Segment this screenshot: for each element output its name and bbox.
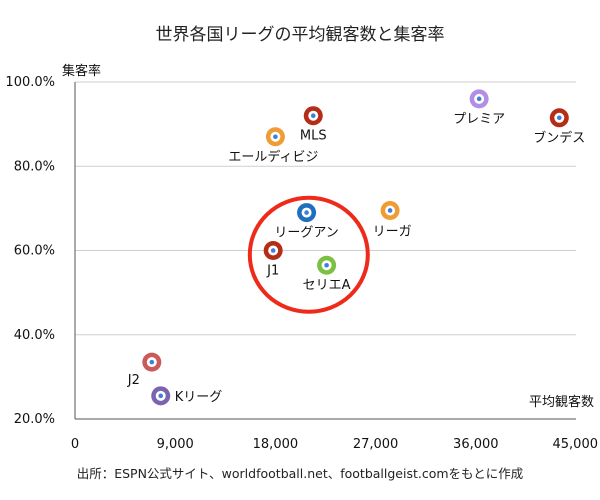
x-tick-label: 9,000 [157,437,194,452]
data-point: Kリーグ [151,386,223,406]
point-marker-center [149,359,155,365]
y-tick-label: 20.0% [14,412,55,427]
point-marker-center [476,96,482,102]
point-label: J2 [127,373,140,388]
x-tick-label: 45,000 [553,437,599,452]
grid [74,81,576,420]
data-point: J1 [263,241,283,279]
chart-title: 世界各国リーグの平均観客数と集客率 [156,25,445,45]
data-point: MLS [300,106,327,144]
point-marker-center [304,210,309,215]
y-axis-label: 集客率 [62,63,101,79]
data-point: J2 [127,352,162,388]
highlight-layer [247,195,370,314]
y-tick-label: 40.0% [14,328,55,343]
data-point: エールディビジ [228,127,318,165]
y-tick-label: 60.0% [14,244,55,259]
x-tick-label: 18,000 [253,437,299,452]
point-marker-center [270,248,276,253]
point-marker-center [158,393,164,399]
point-label: MLS [300,129,327,144]
data-point: セリエA [303,255,351,293]
point-label: セリエA [303,278,351,293]
x-axis-label: 平均観客数 [529,394,594,410]
x-tick-label: 36,000 [453,437,499,452]
y-tick-label: 100.0% [5,75,55,90]
data-point: リーガ [373,200,412,239]
point-marker-center [273,134,278,140]
x-ticks: 0 9,000 18,000 27,000 36,000 45,000 [71,437,598,452]
x-tick-label: 27,000 [353,437,399,452]
point-marker-center [310,113,316,118]
point-label: ブンデス [533,130,585,146]
data-point: ブンデス [533,108,585,146]
point-marker-center [324,262,329,268]
y-tick-label: 80.0% [14,159,55,174]
source-note: 出所：ESPN公式サイト、worldfootball.net、footballg… [77,466,524,481]
point-label: プレミア [453,112,505,127]
point-label: エールディビジ [228,149,318,165]
point-label: J1 [266,264,279,279]
data-point: リーグアン [274,203,339,241]
data-point: プレミア [453,89,505,127]
point-label: リーガ [373,224,412,239]
point-marker-center [387,208,393,213]
highlight-circle [247,195,370,314]
point-marker-center [557,115,562,121]
x-tick-label: 0 [71,437,79,452]
point-label: Kリーグ [175,390,223,405]
y-ticks: 20.0% 40.0% 60.0% 80.0% 100.0% [5,75,55,427]
point-label: リーグアン [274,226,338,241]
